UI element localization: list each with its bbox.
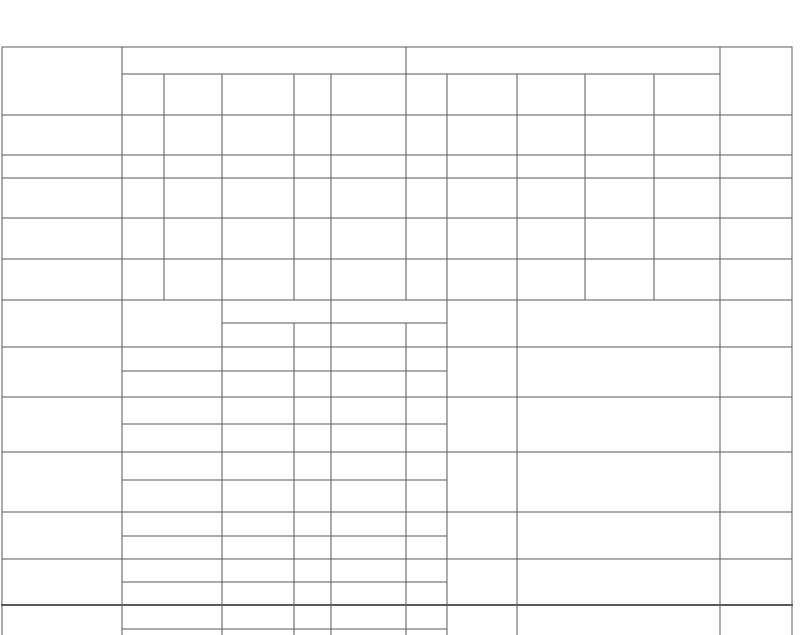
form-lines — [1, 46, 793, 635]
